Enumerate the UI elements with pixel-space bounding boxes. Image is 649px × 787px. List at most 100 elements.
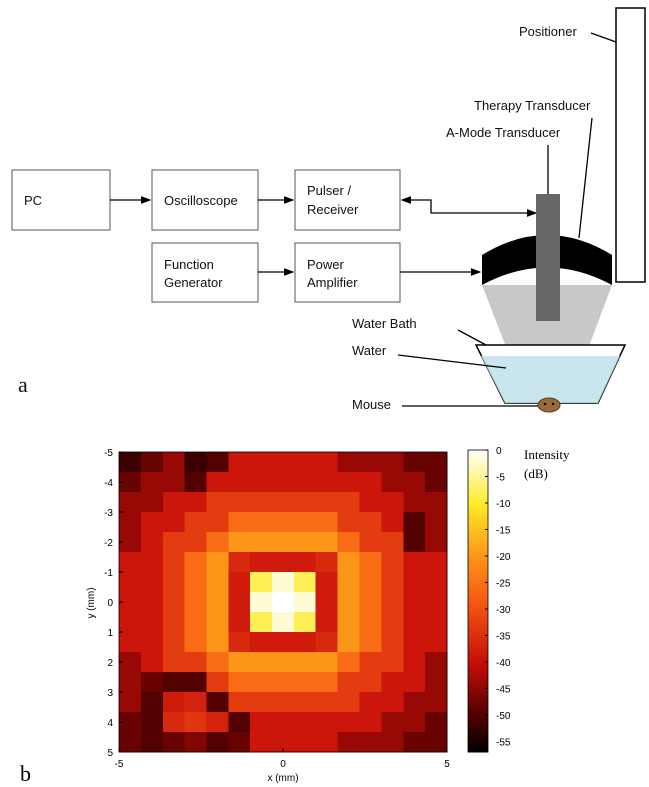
colorbar-tick-label: -35 (496, 631, 511, 642)
heatmap-cell (294, 652, 316, 673)
heatmap-cell (403, 732, 425, 753)
heatmap-cell (163, 672, 185, 693)
heatmap-cell (425, 492, 447, 513)
a-mode-transducer (536, 194, 560, 321)
box-label: Pulser / (307, 183, 351, 198)
heatmap-cell (119, 492, 141, 513)
heatmap-cell (184, 632, 206, 653)
heatmap-cell (250, 712, 272, 733)
heatmap-cell (206, 652, 228, 673)
heatmap-cell (228, 612, 250, 633)
heatmap-cell (206, 592, 228, 613)
colorbar-tick-label: -30 (496, 605, 511, 616)
heatmap-cell (381, 692, 403, 713)
heatmap-cell (294, 632, 316, 653)
heatmap-cell (338, 512, 360, 533)
heatmap-cell (184, 452, 206, 473)
heatmap-cell (272, 472, 294, 493)
heatmap-cell (228, 532, 250, 553)
heatmap-cell (316, 692, 338, 713)
heatmap-cell (403, 592, 425, 613)
heatmap-cell (403, 532, 425, 553)
heatmap-cell (228, 692, 250, 713)
heatmap-cell (141, 572, 163, 593)
leader (591, 33, 616, 42)
heatmap-cell (425, 532, 447, 553)
heatmap-cell (294, 672, 316, 693)
positioner (616, 8, 645, 282)
heatmap-cell (294, 452, 316, 473)
mouse-eye (552, 403, 554, 405)
heatmap-cell (425, 692, 447, 713)
heatmap-cell (119, 512, 141, 533)
colorbar-tick-label: -10 (496, 499, 511, 510)
heatmap-cell (206, 692, 228, 713)
heatmap-cell (360, 552, 382, 573)
setup-diagram: PC Oscilloscope Pulser / Receiver Functi… (12, 8, 645, 412)
heatmap-cell (360, 572, 382, 593)
heatmap-cell (403, 692, 425, 713)
heatmap-cell (163, 592, 185, 613)
heatmap-cell (425, 552, 447, 573)
y-tick-label: 1 (107, 628, 113, 639)
function-generator-box (152, 243, 258, 302)
heatmap-cell (250, 652, 272, 673)
heatmap-cell (381, 552, 403, 573)
heatmap-cell (338, 632, 360, 653)
heatmap-cell (119, 732, 141, 753)
heatmap-cell (119, 632, 141, 653)
heatmap-cell (425, 712, 447, 733)
heatmap-cell (141, 652, 163, 673)
heatmap-cell (141, 632, 163, 653)
heatmap-cell (206, 732, 228, 753)
heatmap-cell (206, 552, 228, 573)
heatmap-cell (163, 652, 185, 673)
mouse (538, 398, 560, 412)
colorbar-tick-label: -15 (496, 525, 511, 536)
heatmap-cell (338, 472, 360, 493)
heatmap-cell (272, 672, 294, 693)
heatmap-cell (338, 692, 360, 713)
heatmap-cell (294, 732, 316, 753)
heatmap-cell (381, 472, 403, 493)
heatmap-cell (381, 452, 403, 473)
y-tick-label: -2 (104, 538, 113, 549)
box-label: Power (307, 257, 345, 272)
heatmap-cell (381, 532, 403, 553)
heatmap-cell (360, 592, 382, 613)
heatmap-cell (250, 532, 272, 553)
x-tick-label: 0 (280, 759, 286, 770)
heatmap-cell (250, 452, 272, 473)
heatmap-cell (360, 452, 382, 473)
heatmap-cell (206, 632, 228, 653)
heatmap-cell (360, 512, 382, 533)
heatmap-cell (250, 612, 272, 633)
colorbar-tick-label: -25 (496, 578, 511, 589)
heatmap-cell (141, 492, 163, 513)
heatmap-cell (425, 512, 447, 533)
x-axis-label: x (mm) (267, 773, 298, 784)
heatmap-cell (294, 532, 316, 553)
heatmap-cell (184, 552, 206, 573)
heatmap-cell (403, 652, 425, 673)
heatmap-cell (338, 492, 360, 513)
colorbar-tick-label: -55 (496, 737, 511, 748)
box-label: Generator (164, 275, 223, 290)
heatmap-cell (228, 672, 250, 693)
heatmap-cell (272, 552, 294, 573)
heatmap-cell (250, 472, 272, 493)
heatmap-cell (206, 512, 228, 533)
heatmap-cell (250, 672, 272, 693)
label: Therapy Transducer (474, 98, 591, 113)
heatmap-cell (228, 632, 250, 653)
colorbar-tick-label: -45 (496, 684, 511, 695)
heatmap-panel: b x (mm) y (mm) Intensity (dB) -505-5-4-… (20, 446, 570, 786)
heatmap-cell (338, 592, 360, 613)
heatmap-cell (184, 572, 206, 593)
heatmap-cell (119, 692, 141, 713)
heatmap-cell (250, 632, 272, 653)
heatmap-cell (360, 732, 382, 753)
heatmap-cell (316, 532, 338, 553)
pulser-box (295, 170, 400, 230)
leader (579, 118, 592, 238)
